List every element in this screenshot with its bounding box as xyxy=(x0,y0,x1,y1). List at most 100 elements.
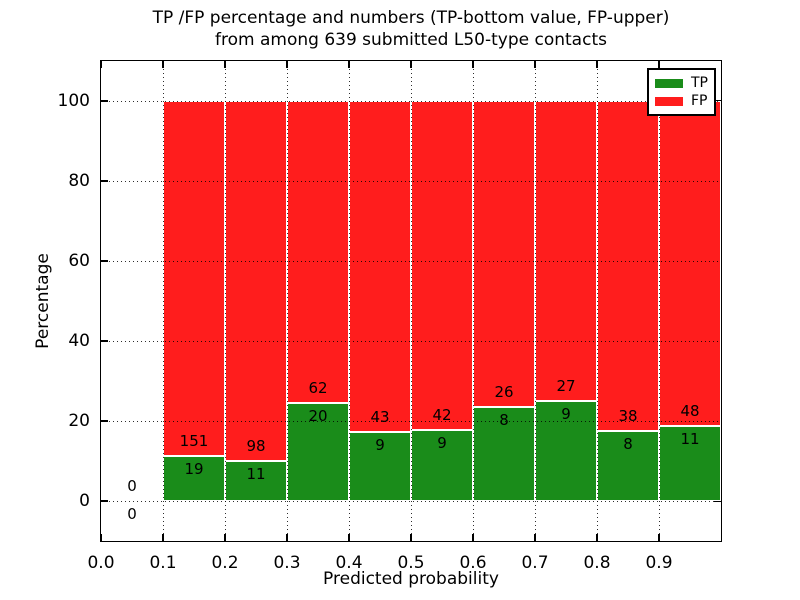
legend-item-fp: FP xyxy=(655,94,708,108)
fp-count-label: 42 xyxy=(432,406,452,425)
tp-count-label: 8 xyxy=(499,410,509,429)
fp-bar-segment xyxy=(163,101,225,457)
x-tick-mark xyxy=(596,534,598,541)
x-tick-label: 0.5 xyxy=(397,553,425,573)
x-tick-mark-top xyxy=(348,61,350,68)
x-tick-label: 0.2 xyxy=(211,553,239,573)
y-tick-label: 60 xyxy=(68,251,90,271)
x-tick-mark-top xyxy=(410,61,412,68)
x-tick-mark xyxy=(410,534,412,541)
fp-count-label: 43 xyxy=(370,407,390,426)
y-tick-label: 40 xyxy=(68,331,90,351)
v-gridline xyxy=(473,61,474,541)
fp-bar-segment xyxy=(349,101,411,432)
x-tick-label: 0.9 xyxy=(645,553,673,573)
tp-legend-swatch xyxy=(655,78,683,88)
fp-legend-swatch xyxy=(655,96,683,106)
x-tick-mark xyxy=(286,534,288,541)
x-tick-label: 0.0 xyxy=(87,553,115,573)
tp-count-label: 0 xyxy=(127,505,137,523)
x-tick-mark-top xyxy=(534,61,536,68)
v-gridline xyxy=(163,61,164,541)
v-gridline xyxy=(597,61,598,541)
x-tick-label: 0.1 xyxy=(149,553,177,573)
v-gridline xyxy=(287,61,288,541)
fp-bar-segment xyxy=(535,101,597,401)
x-tick-label: 0.8 xyxy=(583,553,611,573)
tp-bar-segment xyxy=(597,431,659,501)
v-gridline xyxy=(349,61,350,541)
y-tick-mark-right xyxy=(714,500,721,502)
x-tick-label: 0.4 xyxy=(335,553,363,573)
y-tick-mark xyxy=(101,420,108,422)
tp-bar-segment xyxy=(349,431,411,501)
fp-count-label: 0 xyxy=(127,477,137,495)
legend-item-tp: TP xyxy=(655,76,708,90)
x-tick-mark-top xyxy=(100,61,102,68)
v-gridline xyxy=(411,61,412,541)
y-tick-label: 80 xyxy=(68,171,90,191)
tp-count-label: 11 xyxy=(246,464,266,483)
y-tick-mark xyxy=(101,180,108,182)
fp-bar-segment xyxy=(659,101,721,427)
tp-count-label: 11 xyxy=(680,430,700,449)
y-tick-mark-right xyxy=(714,100,721,102)
y-axis-label: Percentage xyxy=(33,253,53,349)
x-tick-mark-top xyxy=(224,61,226,68)
tp-bar-segment xyxy=(659,426,721,501)
v-gridline xyxy=(225,61,226,541)
fp-count-label: 98 xyxy=(246,436,266,455)
tp-count-label: 8 xyxy=(623,435,633,454)
legend-box: TP FP xyxy=(647,68,716,116)
tp-count-label: 20 xyxy=(308,407,328,426)
x-tick-mark-top xyxy=(596,61,598,68)
plot-area: TP /FP percentage and numbers (TP-bottom… xyxy=(33,8,722,589)
fp-legend-label: FP xyxy=(691,93,708,109)
x-tick-label: 0.3 xyxy=(273,553,301,573)
chart-title-line1: TP /FP percentage and numbers (TP-bottom… xyxy=(152,8,670,28)
x-tick-mark-top xyxy=(658,61,660,68)
y-tick-mark xyxy=(101,100,108,102)
v-gridline xyxy=(535,61,536,541)
fp-bar-segment xyxy=(473,101,535,407)
y-tick-label: 100 xyxy=(57,91,90,111)
x-tick-mark xyxy=(534,534,536,541)
fp-bar-segment xyxy=(411,101,473,431)
fp-count-label: 151 xyxy=(179,432,209,451)
y-tick-mark xyxy=(101,500,108,502)
chart-title-line2: from among 639 submitted L50-type contac… xyxy=(215,30,607,50)
chart-title: TP /FP percentage and numbers (TP-bottom… xyxy=(101,7,721,51)
fp-count-label: 26 xyxy=(494,382,514,401)
x-tick-mark xyxy=(162,534,164,541)
tp-bar-segment xyxy=(535,401,597,501)
tp-legend-label: TP xyxy=(691,75,708,91)
tp-count-label: 9 xyxy=(561,405,571,423)
x-tick-mark xyxy=(472,534,474,541)
y-tick-label: 0 xyxy=(79,491,90,511)
tp-count-label: 9 xyxy=(437,434,447,453)
y-tick-label: 20 xyxy=(68,411,90,431)
v-gridline xyxy=(659,61,660,541)
x-tick-mark-top xyxy=(162,61,164,68)
x-tick-mark xyxy=(658,534,660,541)
y-tick-mark xyxy=(101,260,108,262)
fp-bar-segment xyxy=(287,101,349,404)
y-tick-mark xyxy=(101,340,108,342)
x-tick-mark-top xyxy=(286,61,288,68)
fp-count-label: 27 xyxy=(556,377,576,395)
fp-bar-segment xyxy=(225,101,287,461)
x-tick-mark xyxy=(224,534,226,541)
x-axis-label: Predicted probability xyxy=(323,569,499,589)
x-tick-label: 0.6 xyxy=(459,553,487,573)
fp-bar-segment xyxy=(597,101,659,432)
tp-count-label: 9 xyxy=(375,435,385,454)
x-tick-mark-top xyxy=(472,61,474,68)
x-tick-mark xyxy=(348,534,350,541)
fp-count-label: 62 xyxy=(308,379,328,398)
tp-count-label: 19 xyxy=(184,460,204,479)
x-tick-label: 0.7 xyxy=(521,553,549,573)
fp-count-label: 48 xyxy=(680,402,700,421)
x-tick-mark xyxy=(100,534,102,541)
fp-count-label: 38 xyxy=(618,407,638,426)
